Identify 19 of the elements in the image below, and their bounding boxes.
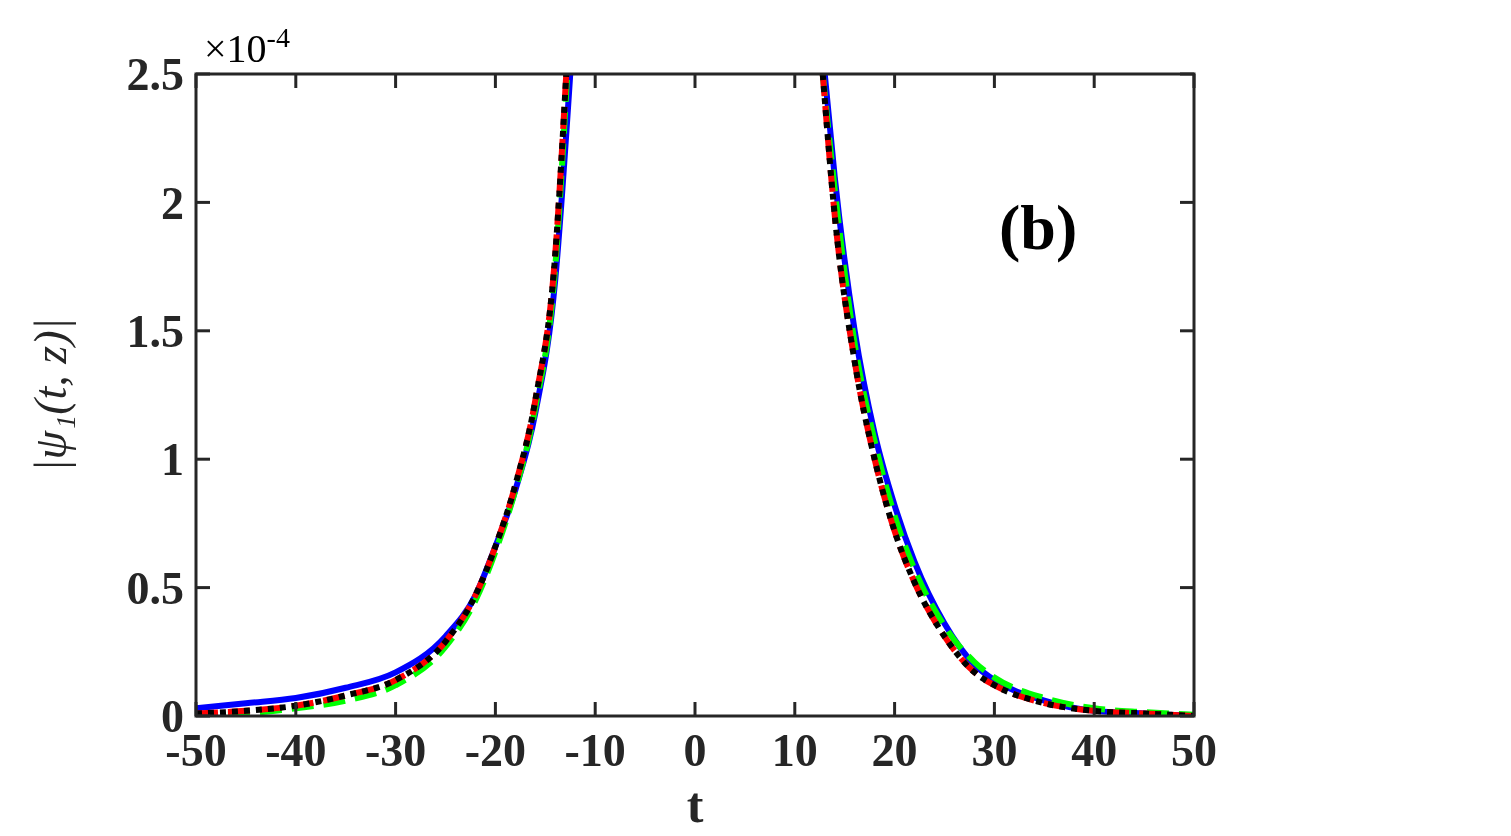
x-tick-label: -10: [564, 725, 626, 776]
y-tick-label: 2: [161, 177, 184, 229]
x-axis-title: t: [686, 777, 704, 833]
y-tick-label: 0.5: [126, 562, 184, 614]
x-tick-label: -40: [265, 725, 327, 776]
y-tick-label: 1.5: [126, 305, 184, 357]
x-tick-label: -30: [364, 725, 427, 776]
y-tick-label: 1: [161, 434, 184, 486]
x-tick-label: 0: [683, 725, 707, 776]
x-tick-label: -20: [464, 725, 527, 776]
text: ×10$^{-4}$: [204, 21, 290, 71]
x-tick-label: 20: [871, 725, 918, 776]
x-tick-label: 50: [1171, 725, 1217, 776]
x-tick-label: 30: [971, 725, 1018, 776]
x-tick-label: 40: [1071, 725, 1118, 776]
x-tick-label: 10: [771, 725, 818, 776]
y-axis-title: |ψ₁(t, z)|: [25, 317, 76, 473]
y-tick-label: 2.5: [126, 49, 184, 101]
annotation: (b): [999, 192, 1078, 263]
